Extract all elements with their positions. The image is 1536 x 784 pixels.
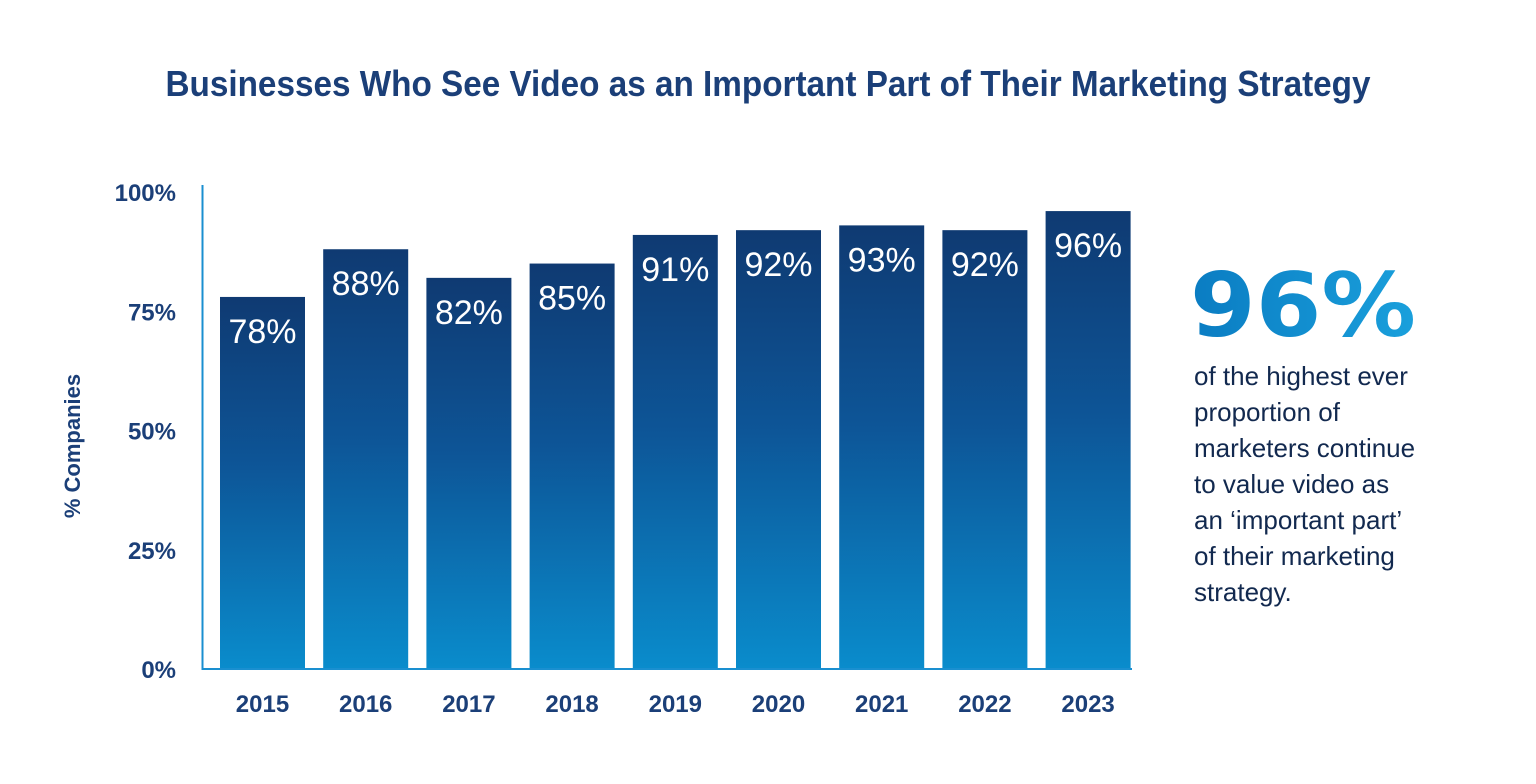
callout-line: of their marketing xyxy=(1194,541,1395,571)
x-tick-label: 2021 xyxy=(855,691,908,718)
chart-title: Businesses Who See Video as an Important… xyxy=(166,63,1371,104)
x-tick-label: 2016 xyxy=(339,691,392,718)
bar-value-label: 96% xyxy=(1054,227,1122,265)
bar xyxy=(736,230,821,669)
x-tick-label: 2023 xyxy=(1061,691,1114,718)
callout-line: to value video as xyxy=(1194,469,1390,499)
bar-value-label: 91% xyxy=(641,251,709,289)
x-axis-ticks: 2015 2016 2017 2018 2019 2020 2021 2022 2023 xyxy=(236,691,1115,718)
bar xyxy=(426,277,512,669)
bar-value-label: 92% xyxy=(951,246,1019,284)
callout-caption: of the highest ever proportion of market… xyxy=(1194,358,1494,610)
x-tick-label: 2022 xyxy=(958,691,1011,718)
callout-line: of the highest ever xyxy=(1194,361,1408,391)
callout-line: marketers continue xyxy=(1194,433,1416,463)
bars: 78% 88% 82% 85% 91% 92% 93% 92% 96% xyxy=(220,211,1131,670)
x-tick-label: 2015 xyxy=(236,691,289,718)
y-axis-label: % Companies xyxy=(60,374,85,518)
y-tick-label: 50% xyxy=(128,419,176,446)
bar xyxy=(632,234,718,669)
y-tick-label: 25% xyxy=(128,538,176,565)
x-tick-label: 2020 xyxy=(752,691,805,718)
bar-value-label: 92% xyxy=(744,246,812,284)
callout-line: an ‘important part’ xyxy=(1194,505,1403,535)
x-tick-label: 2018 xyxy=(545,691,598,718)
bar xyxy=(839,225,925,669)
bar-value-label: 93% xyxy=(848,241,916,279)
bar-value-label: 78% xyxy=(228,313,296,351)
y-tick-label: 0% xyxy=(141,657,176,684)
bar xyxy=(1045,211,1131,669)
y-axis-ticks: 0% 25% 50% 75% 100% xyxy=(115,180,176,684)
y-tick-label: 75% xyxy=(128,299,176,326)
x-tick-label: 2017 xyxy=(442,691,495,718)
callout-stat: 96% xyxy=(1190,254,1416,357)
callout-line: strategy. xyxy=(1194,577,1292,607)
bar xyxy=(323,249,409,670)
bar xyxy=(220,296,305,669)
bar-value-label: 82% xyxy=(435,294,503,332)
bar xyxy=(529,263,615,669)
callout-line: proportion of xyxy=(1194,397,1340,427)
bar-value-label: 85% xyxy=(538,280,606,318)
y-tick-label: 100% xyxy=(115,180,176,207)
bar-value-label: 88% xyxy=(332,265,400,303)
bar xyxy=(942,230,1028,669)
x-tick-label: 2019 xyxy=(649,691,702,718)
